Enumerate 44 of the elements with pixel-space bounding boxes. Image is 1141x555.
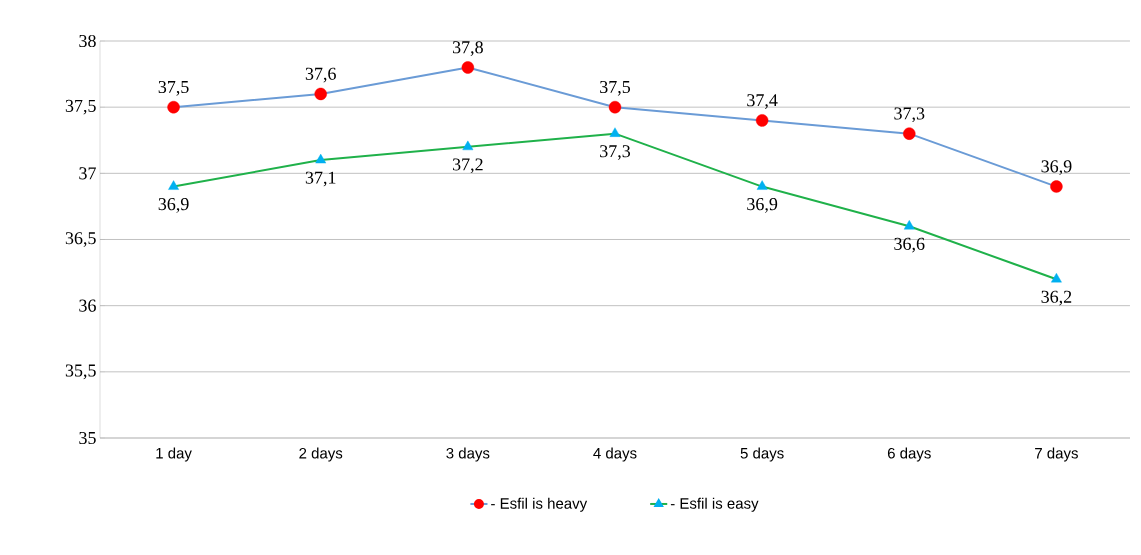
data-label: 37,2 — [452, 158, 483, 174]
point — [315, 153, 327, 164]
point — [903, 127, 916, 140]
x-tick-label: 4 days — [593, 447, 637, 462]
data-label: 36,9 — [747, 198, 778, 213]
data-label: 36,9 — [158, 198, 189, 213]
data-label: 37,3 — [894, 107, 925, 123]
x-tick-label: 6 days — [887, 447, 931, 462]
y-tick-label: 36,5 — [65, 232, 96, 247]
data-label: 36,2 — [1041, 290, 1072, 306]
point — [461, 61, 475, 74]
y-tick-label: 37,5 — [65, 99, 96, 115]
x-tick-label: 5 days — [740, 447, 784, 462]
data-label: 37,6 — [305, 67, 336, 83]
x-tick-label: 7 days — [1035, 447, 1078, 462]
legend-label: - Esfil is heavy — [491, 497, 588, 512]
point — [314, 87, 327, 101]
data-label: 37,1 — [305, 171, 336, 187]
point — [756, 180, 768, 190]
data-label: 37,5 — [600, 80, 631, 96]
legend-label: - Esfil is easy — [670, 497, 759, 512]
point — [903, 220, 915, 230]
x-tick-label: 3 days — [446, 447, 490, 462]
point — [609, 127, 621, 137]
point — [1050, 180, 1063, 193]
data-label: 37,8 — [452, 41, 483, 56]
point — [168, 180, 179, 190]
data-label: 37,3 — [600, 145, 631, 160]
y-tick-label: 35 — [79, 431, 96, 445]
data-label: 37,4 — [747, 94, 778, 109]
point — [608, 100, 622, 114]
y-tick-label: 35,5 — [65, 364, 96, 380]
y-tick-label: 36 — [79, 299, 96, 312]
y-tick-label: 38 — [79, 34, 96, 48]
point — [755, 114, 769, 127]
point — [167, 100, 180, 114]
data-label: 36,6 — [894, 237, 925, 253]
y-tick-label: 37 — [79, 167, 96, 180]
x-tick-label: 1 day — [156, 447, 192, 462]
point — [462, 140, 474, 151]
data-label: 36,9 — [1041, 160, 1072, 176]
x-tick-label: 2 days — [299, 447, 343, 462]
point — [1051, 273, 1062, 283]
data-label: 37,5 — [158, 80, 189, 96]
